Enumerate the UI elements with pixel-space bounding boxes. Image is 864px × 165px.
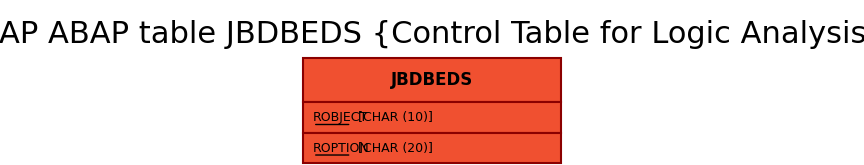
FancyBboxPatch shape <box>303 102 561 133</box>
Text: [CHAR (20)]: [CHAR (20)] <box>354 142 433 155</box>
FancyBboxPatch shape <box>303 58 561 102</box>
Text: ROPTION: ROPTION <box>313 142 370 155</box>
Text: ROBJECT: ROBJECT <box>313 111 368 124</box>
FancyBboxPatch shape <box>303 133 561 163</box>
Text: JBDBEDS: JBDBEDS <box>391 71 473 89</box>
Text: [CHAR (10)]: [CHAR (10)] <box>354 111 433 124</box>
Text: SAP ABAP table JBDBEDS {Control Table for Logic Analysis}: SAP ABAP table JBDBEDS {Control Table fo… <box>0 20 864 49</box>
